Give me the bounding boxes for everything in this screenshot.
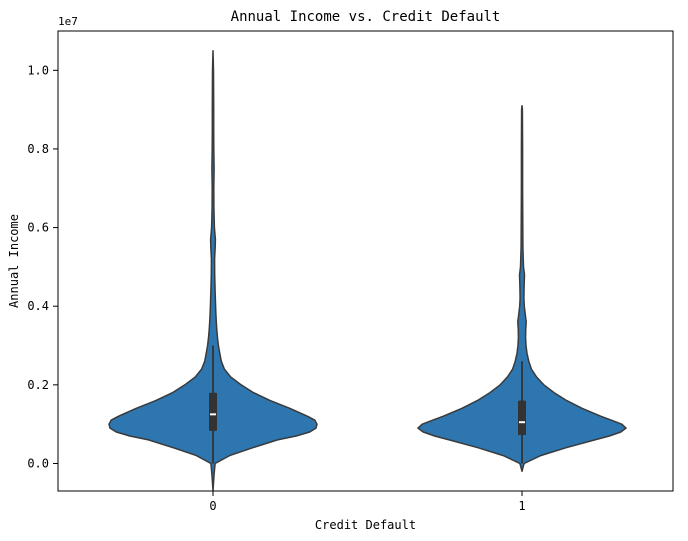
x-tick-label: 0 <box>209 499 216 513</box>
y-axis: 0.0 0.2 0.4 0.6 0.8 1.0 <box>27 63 58 470</box>
y-tick-label: 0.4 <box>27 299 49 313</box>
y-axis-scale-label: 1e7 <box>58 15 78 28</box>
y-tick-label: 1.0 <box>27 63 49 77</box>
x-axis-label: Credit Default <box>315 518 416 532</box>
x-tick-label: 1 <box>518 499 525 513</box>
violin-body-1 <box>417 104 627 473</box>
violin-iqr-box-0 <box>209 392 217 431</box>
violin-iqr-box-1 <box>518 400 526 436</box>
chart-title: Annual Income vs. Credit Default <box>231 9 501 25</box>
plot-frame <box>57 30 674 492</box>
y-tick-label: 0.2 <box>27 378 49 392</box>
y-tick-label: 0.8 <box>27 142 49 156</box>
violins-layer <box>108 49 627 492</box>
violin-body-0 <box>108 49 318 492</box>
y-tick-label: 0.6 <box>27 221 49 235</box>
y-axis-label: Annual Income <box>7 214 21 308</box>
y-tick-label: 0.0 <box>27 456 49 470</box>
